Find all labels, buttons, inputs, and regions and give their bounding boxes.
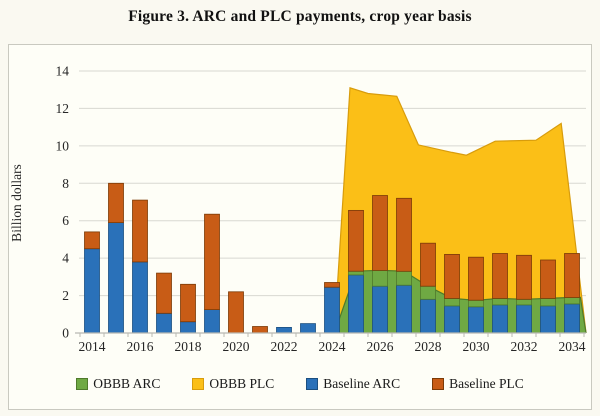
x-tick-label: 2030 [463, 339, 490, 354]
x-tick-label: 2020 [223, 339, 250, 354]
bar-baseline-plc-2030 [468, 256, 484, 301]
bar-obbb-arc-band-2031 [492, 297, 508, 306]
bar-baseline-arc-2014 [84, 248, 100, 334]
chart-title: Figure 3. ARC and PLC payments, crop yea… [128, 8, 472, 25]
bar-baseline-plc-2025 [348, 209, 364, 272]
bar-baseline-plc-2028 [420, 242, 436, 287]
legend-item-obbb-arc: OBBB ARC [76, 376, 160, 392]
bar-baseline-arc-2025 [348, 274, 364, 334]
bar-obbb-arc-band-2033 [540, 297, 556, 307]
x-tick-label: 2022 [271, 339, 298, 354]
bar-baseline-plc-2032 [516, 254, 532, 300]
legend-swatch-obbb-arc [76, 378, 89, 390]
bar-baseline-plc-2014 [84, 231, 100, 250]
bar-baseline-plc-2034 [564, 253, 580, 298]
bar-baseline-plc-2029 [444, 253, 460, 299]
x-tick-label: 2032 [511, 339, 538, 354]
bar-baseline-arc-2026 [372, 285, 388, 334]
legend-item-baseline-arc: Baseline ARC [306, 376, 400, 392]
chart-legend: OBBB ARC OBBB PLC Baseline ARC Baseline … [9, 376, 591, 392]
x-tick-label: 2028 [415, 339, 442, 354]
bar-baseline-arc-2016 [132, 261, 148, 334]
bar-baseline-plc-2026 [372, 195, 388, 271]
bar-baseline-arc-2017 [156, 312, 172, 334]
bar-obbb-arc-band-2029 [444, 297, 460, 307]
bar-obbb-arc-band-2025 [348, 270, 364, 276]
bar-obbb-arc-band-2034 [564, 296, 580, 305]
y-tick-label: 10 [56, 138, 70, 153]
bar-baseline-plc-2031 [492, 253, 508, 299]
y-tick-label: 6 [62, 213, 69, 228]
legend-swatch-obbb-plc [192, 378, 205, 390]
legend-label-obbb-arc: OBBB ARC [93, 376, 161, 391]
bar-baseline-plc-2024 [324, 282, 340, 288]
bar-baseline-arc-2030 [468, 306, 484, 334]
bar-baseline-arc-2029 [444, 305, 460, 334]
bar-baseline-arc-2028 [420, 298, 436, 334]
legend-label-obbb-plc: OBBB PLC [209, 376, 275, 391]
chart-plot: 0 2 4 6 8 10 12 14 2014 2016 2018 2020 2022 2024 2026 2… [56, 64, 587, 354]
x-tick-label: 2016 [127, 339, 154, 354]
legend-swatch-baseline-plc [432, 378, 445, 390]
bar-baseline-arc-2031 [492, 304, 508, 334]
y-tick-label: 4 [62, 251, 69, 266]
bar-obbb-arc-band-2028 [420, 285, 436, 300]
bar-baseline-plc-2021 [252, 326, 268, 334]
legend-item-obbb-plc: OBBB PLC [192, 376, 274, 392]
x-tick-label: 2014 [79, 339, 106, 354]
area-obbb-plc-edge [333, 86, 587, 334]
bar-baseline-arc-2027 [396, 284, 412, 334]
bar-baseline-plc-2019 [204, 213, 220, 310]
bar-baseline-arc-2033 [540, 305, 556, 334]
x-tick-label: 2034 [559, 339, 586, 354]
bar-baseline-arc-2034 [564, 303, 580, 334]
bar-baseline-arc-2023 [300, 323, 316, 334]
bar-baseline-plc-2033 [540, 259, 556, 299]
legend-swatch-baseline-arc [306, 378, 319, 390]
legend-label-baseline-arc: Baseline ARC [323, 376, 401, 391]
bar-baseline-plc-2016 [132, 199, 148, 263]
bar-baseline-arc-2032 [516, 304, 532, 334]
x-tick-label: 2018 [175, 339, 202, 354]
y-tick-label: 0 [62, 326, 69, 341]
bar-baseline-arc-2015 [108, 222, 124, 334]
chart-area: 0 2 4 6 8 10 12 14 2014 2016 2018 2020 2022 2024 2026 2… [8, 44, 592, 410]
x-tick-label: 2026 [367, 339, 394, 354]
bar-obbb-arc-band-2027 [396, 270, 412, 286]
legend-label-baseline-plc: Baseline PLC [449, 376, 524, 391]
legend-item-baseline-plc: Baseline PLC [432, 376, 524, 392]
bar-baseline-plc-2020 [228, 291, 244, 334]
bar-baseline-plc-2015 [108, 182, 124, 224]
y-tick-label: 8 [62, 176, 69, 191]
bar-baseline-arc-2024 [324, 286, 340, 334]
bar-baseline-plc-2017 [156, 272, 172, 314]
bar-baseline-arc-2022 [276, 326, 292, 334]
y-tick-label: 12 [56, 101, 70, 116]
bar-obbb-arc-band-2026 [372, 269, 388, 287]
bar-baseline-arc-2018 [180, 321, 196, 334]
y-tick-label: 2 [62, 288, 69, 303]
bar-obbb-arc-band-2030 [468, 299, 484, 308]
bar-baseline-arc-2019 [204, 309, 220, 334]
bar-baseline-plc-2018 [180, 283, 196, 323]
bar-baseline-plc-2027 [396, 197, 412, 272]
y-tick-label: 14 [56, 64, 70, 79]
x-tick-label: 2024 [319, 339, 346, 354]
bar-obbb-arc-band-2032 [516, 298, 532, 306]
